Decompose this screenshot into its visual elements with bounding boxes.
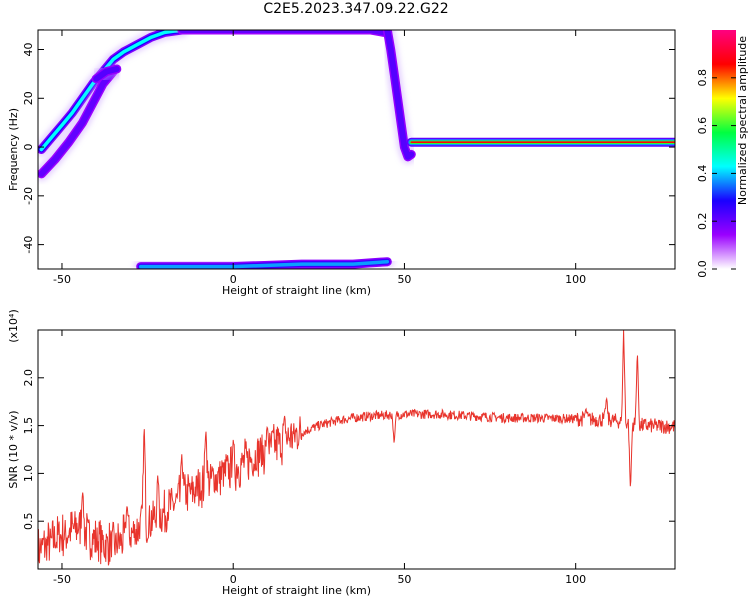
colorbar-scale xyxy=(712,30,736,269)
spectrogram-frame xyxy=(37,29,676,270)
y-tick-label: 0 xyxy=(22,144,35,151)
colorbar: 0.0 0.2 0.4 0.6 0.8 Normalized spectral ampli… xyxy=(696,30,749,278)
x-tick-label: 100 xyxy=(565,573,586,586)
snr-panel: -50 0 50 100 0.5 1.0 1.5 2.0 Height of straight … xyxy=(7,309,676,597)
x-tick-label: 50 xyxy=(397,573,411,586)
colorbar-tick-label: 0.4 xyxy=(696,165,709,183)
snr-series-line xyxy=(38,330,675,569)
y-axis-label: Frequency (Hz) xyxy=(7,108,20,191)
x-tick-label: -50 xyxy=(53,273,71,286)
x-axis-label: Height of straight line (km) xyxy=(222,584,371,597)
spectrogram-panel: -50 0 50 100 -40 -20 0 20 40 Height of straight l… xyxy=(7,29,676,297)
y-tick-label: 2.0 xyxy=(22,369,35,387)
colorbar-tick-label: 0.0 xyxy=(696,260,709,278)
spectral-ridge xyxy=(93,66,120,82)
spectral-ridge xyxy=(178,30,387,36)
x-tick-label: 0 xyxy=(230,573,237,586)
y-tick-label: 0.5 xyxy=(22,512,35,530)
y-tick-label: 1.5 xyxy=(22,417,35,435)
y-scale-label: (x10⁴) xyxy=(7,309,20,343)
chart-title: C2E5.2023.347.09.22.G22 xyxy=(263,1,449,17)
colorbar-tick-label: 0.2 xyxy=(696,212,709,230)
colorbar-tick-label: 0.8 xyxy=(696,69,709,87)
spectral-ridge xyxy=(384,30,415,160)
y-tick-label: 20 xyxy=(22,91,35,105)
x-tick-label: 100 xyxy=(565,273,586,286)
spectral-ridge xyxy=(38,68,117,177)
x-tick-label: 0 xyxy=(230,273,237,286)
spectral-ridge xyxy=(38,30,189,157)
snr-frame xyxy=(37,329,676,570)
snr-line-area xyxy=(38,330,675,569)
y-axis-label: SNR (10 * v/v) xyxy=(7,410,20,488)
y-tick-label: -40 xyxy=(22,236,35,254)
colorbar-label: Normalized spectral amplitude xyxy=(736,36,749,205)
y-tick-label: 40 xyxy=(22,43,35,57)
x-tick-label: -50 xyxy=(53,573,71,586)
colorbar-tick-label: 0.6 xyxy=(696,117,709,135)
y-tick-label: 1.0 xyxy=(22,465,35,483)
heatmap-area xyxy=(38,30,675,269)
x-tick-label: 50 xyxy=(397,273,411,286)
x-axis-label: Height of straight line (km) xyxy=(222,284,371,297)
y-tick-label: -20 xyxy=(22,187,35,205)
spectral-ridge xyxy=(138,259,390,269)
